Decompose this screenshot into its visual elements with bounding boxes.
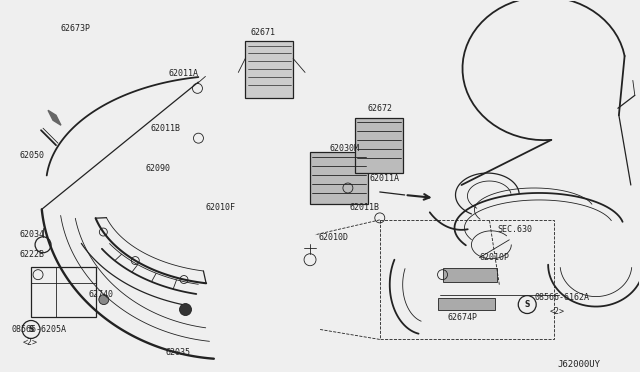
Bar bbox=[355, 118, 403, 173]
Text: 62672: 62672 bbox=[368, 104, 393, 113]
Text: 62671: 62671 bbox=[250, 28, 275, 37]
Text: 6222B: 6222B bbox=[19, 250, 44, 259]
Text: 62010F: 62010F bbox=[205, 203, 236, 212]
Bar bbox=[438, 298, 495, 310]
Text: 62740: 62740 bbox=[89, 290, 114, 299]
Text: 62010D: 62010D bbox=[318, 233, 348, 242]
Text: 62030M: 62030M bbox=[330, 144, 360, 153]
Text: 62011A: 62011A bbox=[370, 173, 400, 183]
Circle shape bbox=[99, 295, 109, 305]
Text: 62034: 62034 bbox=[19, 230, 44, 239]
Text: 62050: 62050 bbox=[19, 151, 44, 160]
Text: 62010P: 62010P bbox=[479, 253, 509, 262]
Text: 62035: 62035 bbox=[166, 348, 191, 357]
Bar bbox=[442, 268, 497, 282]
Bar bbox=[31, 267, 96, 317]
Text: 62674P: 62674P bbox=[447, 313, 477, 322]
Text: SEC.630: SEC.630 bbox=[497, 225, 532, 234]
Text: 62090: 62090 bbox=[146, 164, 171, 173]
Text: 62673P: 62673P bbox=[61, 24, 91, 33]
Text: 62011B: 62011B bbox=[350, 203, 380, 212]
Bar bbox=[380, 220, 554, 339]
Text: S: S bbox=[525, 300, 530, 309]
Text: J62000UY: J62000UY bbox=[557, 360, 600, 369]
Text: 08566-6162A: 08566-6162A bbox=[534, 293, 589, 302]
Bar bbox=[310, 152, 368, 204]
Text: <2>: <2> bbox=[549, 307, 564, 316]
Text: S: S bbox=[28, 325, 34, 334]
Polygon shape bbox=[48, 110, 61, 125]
Circle shape bbox=[180, 304, 191, 315]
Text: 62011A: 62011A bbox=[168, 69, 198, 78]
Text: 62011B: 62011B bbox=[150, 124, 180, 133]
Text: <2>: <2> bbox=[23, 338, 38, 347]
Bar bbox=[245, 41, 293, 98]
Text: 08566-6205A: 08566-6205A bbox=[11, 325, 66, 334]
